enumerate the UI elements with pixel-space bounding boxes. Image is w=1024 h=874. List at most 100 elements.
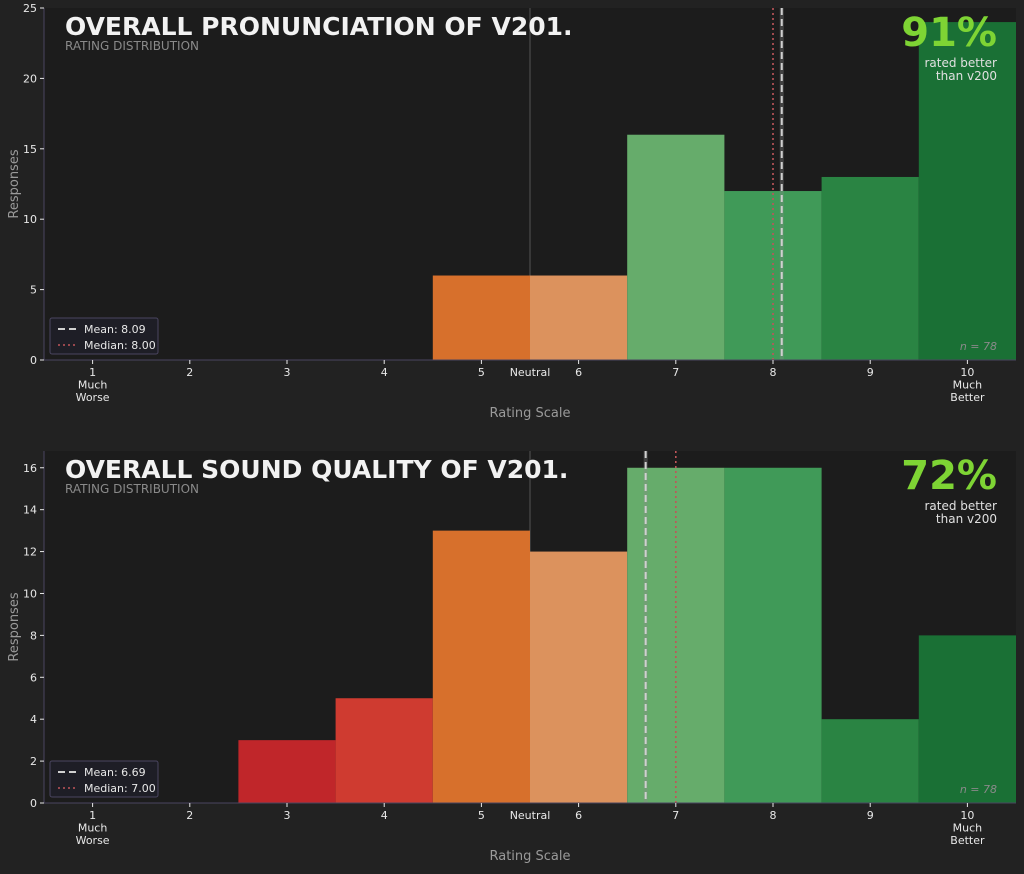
percent-better: 91% [901,10,997,56]
bar-9 [821,719,919,803]
y-tick-label: 4 [30,713,37,726]
bar-10 [918,22,1016,361]
x-tick-label-line: 4 [381,809,388,822]
x-tick-label-line: Worse [76,391,110,404]
x-tick-label-line: 8 [770,366,777,379]
x-tick-label: 3 [284,809,291,822]
x-tick-label-line: Much [953,379,983,392]
legend: Mean: 8.09 Median: 8.00 [49,317,159,355]
bar-5 [432,530,530,803]
chart-title: OVERALL SOUND QUALITY OF V201. [65,455,568,484]
bar-6 [530,275,628,360]
x-tick-label: 10 Much Better [950,366,985,404]
y-axis-label: Responses [7,592,22,661]
x-tick-label-line: Much [78,822,108,835]
x-tick-label-line: Much [78,379,108,392]
legend-median-label: Median: 7.00 [84,782,156,795]
x-tick-label: 1 Much Worse [76,809,110,847]
chart-subtitle: RATING DISTRIBUTION [65,482,199,496]
y-tick-label: 6 [30,671,37,684]
percent-caption: than v200 [936,512,997,526]
x-axis-label: Rating Scale [489,406,570,421]
x-tick-label: 9 [867,366,874,379]
x-tick-label-line: 6 [575,366,582,379]
y-tick-label: 8 [30,629,37,642]
legend-box [49,317,159,355]
x-tick-label-line: 6 [575,809,582,822]
x-tick-label-line: 1 [89,366,96,379]
x-tick-label: 7 [672,366,679,379]
y-tick-label: 15 [23,143,37,156]
percent-caption: rated better [924,56,997,70]
y-tick-label: 20 [23,72,37,85]
x-tick-label-line: 5 [478,366,485,379]
x-tick-label: 8 [770,366,777,379]
y-tick-label: 14 [23,504,37,517]
x-tick-label: 6 [575,366,582,379]
y-tick-label: 25 [23,2,37,15]
n-label: n = 78 [960,340,997,353]
x-tick-label: 6 [575,809,582,822]
bar-3 [238,740,336,803]
y-axis-label: Responses [7,149,22,218]
y-tick-label: 12 [23,546,37,559]
x-tick-label-line: 5 [478,809,485,822]
bar-5 [432,275,530,360]
y-tick-label: 0 [30,354,37,367]
x-tick-label-line: 7 [672,366,679,379]
bar-7 [627,134,725,360]
x-tick-label: 3 [284,366,291,379]
x-tick-label-line: 9 [867,809,874,822]
x-tick-label: 10 Much Better [950,809,985,847]
y-tick-label: 16 [23,462,37,475]
y-tick-label: 10 [23,213,37,226]
x-tick-label: 5 [478,809,485,822]
chart-subtitle: RATING DISTRIBUTION [65,39,199,53]
x-tick-label-line: 2 [186,366,193,379]
bar-10 [918,635,1016,803]
x-tick-label-line: 7 [672,809,679,822]
bar-6 [530,551,628,803]
x-tick-label: 2 [186,809,193,822]
x-tick-label: 4 [381,366,388,379]
x-tick-label-line: 10 [960,809,974,822]
x-tick-label: 1 Much Worse [76,366,110,404]
x-tick-label-line: 8 [770,809,777,822]
y-tick-label: 2 [30,755,37,768]
n-label: n = 78 [960,783,997,796]
x-axis-label: Rating Scale [489,849,570,864]
x-tick-label-line: 3 [284,809,291,822]
x-tick-label: 2 [186,366,193,379]
bar-8 [724,467,822,803]
bar-4 [335,698,433,803]
neutral-label: Neutral [510,366,551,379]
y-tick-label: 5 [30,284,37,297]
legend-mean-label: Mean: 8.09 [84,323,146,336]
x-tick-label-line: 9 [867,366,874,379]
x-tick-label: 9 [867,809,874,822]
neutral-label: Neutral [510,809,551,822]
legend-median-label: Median: 8.00 [84,339,156,352]
x-tick-label-line: 10 [960,366,974,379]
x-tick-label: 4 [381,809,388,822]
x-tick-label: 8 [770,809,777,822]
x-tick-label-line: 4 [381,366,388,379]
x-tick-label-line: 1 [89,809,96,822]
legend-mean-label: Mean: 6.69 [84,766,146,779]
x-tick-label-line: 3 [284,366,291,379]
x-tick-label: 5 [478,366,485,379]
percent-caption: rated better [924,499,997,513]
bar-9 [821,176,919,360]
x-tick-label-line: Better [950,391,985,404]
percent-caption: than v200 [936,69,997,83]
legend-box [49,760,159,798]
x-tick-label: 7 [672,809,679,822]
percent-better: 72% [901,453,997,499]
x-tick-label-line: Worse [76,834,110,847]
y-tick-label: 10 [23,587,37,600]
x-tick-label-line: Much [953,822,983,835]
y-tick-label: 0 [30,797,37,810]
